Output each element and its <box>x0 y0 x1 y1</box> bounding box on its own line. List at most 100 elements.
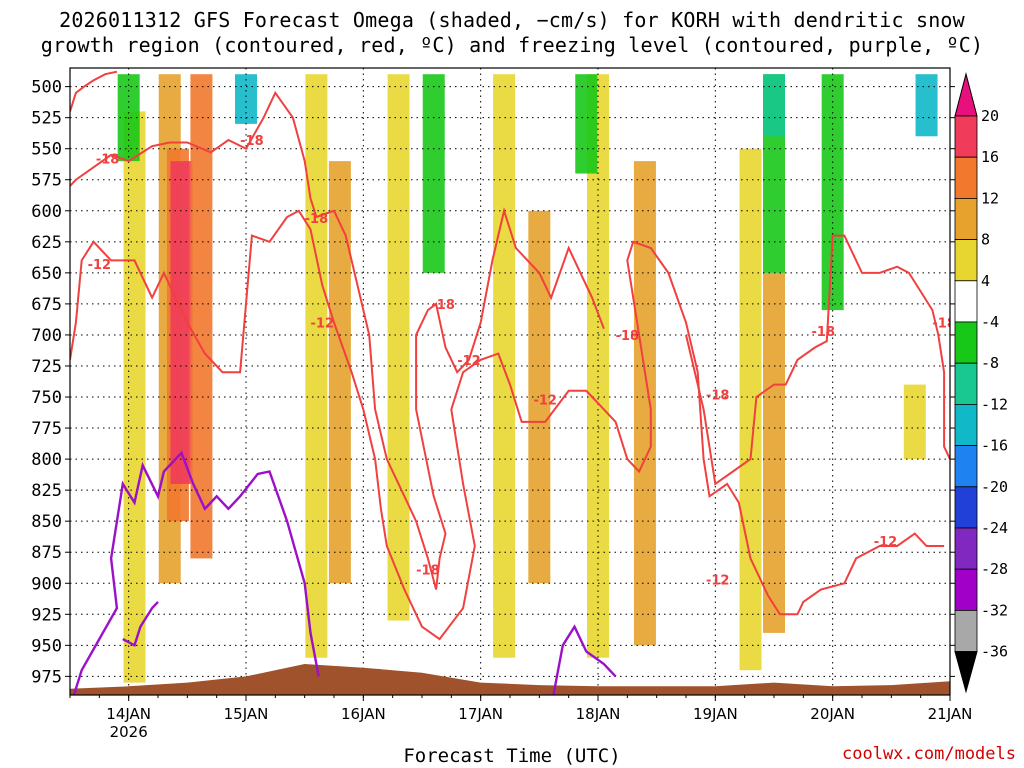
colorbar-bin-7 <box>954 403 978 446</box>
colorbar-bin-10 <box>954 527 978 570</box>
y-tick-label-825: 825 <box>31 481 62 501</box>
freezing-contour-1 <box>122 601 159 648</box>
colorbar-label-4: 4 <box>981 272 990 290</box>
colorbar-bin-4 <box>954 280 978 323</box>
omega-shade-17 <box>422 74 445 273</box>
omega-shade-7 <box>387 74 410 621</box>
chart-title-line-2: growth region (contoured, red, ºC) and f… <box>40 33 984 57</box>
colorbar-bin-8 <box>954 445 978 488</box>
x-tick-label-21JAN: 21JAN <box>928 705 973 723</box>
colorbar-bin-12 <box>954 610 978 653</box>
colorbar-bin-11 <box>954 568 978 611</box>
colorbar-bin-0 <box>954 115 978 158</box>
red-contour-3 <box>685 234 950 486</box>
x-tick-label-15JAN: 15JAN <box>224 705 269 723</box>
colorbar-label--28: -28 <box>981 560 1008 578</box>
omega-shading <box>117 74 938 683</box>
x-tick-label-14JAN: 14JAN <box>106 705 151 723</box>
y-tick-label-750: 750 <box>31 388 62 408</box>
colorbar-label-16: 16 <box>981 148 999 166</box>
y-tick-label-650: 650 <box>31 264 62 284</box>
colorbar-bin-9 <box>954 486 978 529</box>
x-tick-label-19JAN: 19JAN <box>693 705 738 723</box>
omega-shade-12 <box>739 148 762 671</box>
red-contour-label-11: -12 <box>706 574 730 589</box>
terrain-fill <box>70 664 950 695</box>
omega-shade-21 <box>821 74 844 311</box>
colorbar-label--12: -12 <box>981 395 1008 413</box>
omega-shade-11 <box>633 161 656 646</box>
freezing-level-purple-contours <box>72 450 617 695</box>
dgz-red-contours: -18 -12 -18 -18 -12 -18 -12 -12 -18 -18 -18 -12 -18 -… <box>70 70 950 641</box>
y-tick-label-900: 900 <box>31 574 62 594</box>
colorbar-label--32: -32 <box>981 601 1008 619</box>
colorbar-bottom-arrow <box>954 651 978 694</box>
colorbar-label--20: -20 <box>981 478 1008 496</box>
colorbar-bin-1 <box>954 156 978 199</box>
omega-shade-8 <box>493 74 516 658</box>
y-tick-label-675: 675 <box>31 295 62 315</box>
surface-terrain <box>70 664 950 695</box>
omega-shade-3 <box>170 161 193 484</box>
red-contour-label-4: -12 <box>311 317 335 332</box>
red-contour-label-7: -12 <box>533 394 557 409</box>
colorbar: 20 16 12 8 4 -4 -8 -12 -16 -20 -24 -28 -32 -36 <box>954 72 1008 694</box>
freezing-contour-2 <box>552 624 617 695</box>
red-contour-label-13: -12 <box>874 535 898 550</box>
credit-text: coolwx.com/models <box>842 744 1016 764</box>
chart-title-line-1: 2026011312 GFS Forecast Omega (shaded, −… <box>59 8 965 32</box>
omega-shade-0 <box>123 111 146 683</box>
red-contour-label-6: -12 <box>457 354 481 369</box>
x-tick-label-16JAN: 16JAN <box>341 705 386 723</box>
red-contour-0 <box>70 70 118 112</box>
freezing-contour-0 <box>72 450 320 695</box>
y-tick-label-875: 875 <box>31 543 62 563</box>
colorbar-label--4: -4 <box>981 313 999 331</box>
red-contour-label-0: -18 <box>96 153 120 168</box>
colorbar-bin-2 <box>954 197 978 240</box>
y-tick-label-925: 925 <box>31 605 62 625</box>
colorbar-bin-5 <box>954 321 978 364</box>
colorbar-label--8: -8 <box>981 354 999 372</box>
y-tick-label-800: 800 <box>31 450 62 470</box>
colorbar-label--36: -36 <box>981 643 1008 661</box>
y-tick-label-975: 975 <box>31 667 62 687</box>
y-tick-label-525: 525 <box>31 109 62 129</box>
x-tick-label-18JAN: 18JAN <box>576 705 621 723</box>
y-tick-label-550: 550 <box>31 140 62 160</box>
red-contour-label-1: -12 <box>88 258 112 273</box>
omega-shade-16 <box>235 74 257 124</box>
red-contour-label-10: -18 <box>706 389 730 404</box>
y-tick-label-850: 850 <box>31 512 62 532</box>
y-tick-label-775: 775 <box>31 419 62 439</box>
x-tick-sublabel-year: 2026 <box>110 723 148 741</box>
colorbar-label-8: 8 <box>981 231 990 249</box>
colorbar-label-20: 20 <box>981 107 999 125</box>
colorbar-top-arrow <box>954 72 978 117</box>
omega-shade-6 <box>328 161 351 584</box>
red-contour-label-2: -18 <box>240 134 264 149</box>
omega-shade-22 <box>915 74 938 137</box>
y-tick-label-625: 625 <box>31 233 62 253</box>
colorbar-bin-6 <box>954 362 978 405</box>
y-tick-label-575: 575 <box>31 171 62 191</box>
omega-shade-9 <box>528 210 551 584</box>
red-contour-label-12: -18 <box>812 325 836 340</box>
omega-shade-4 <box>190 74 213 559</box>
red-contour-label-9: -18 <box>616 329 640 344</box>
x-tick-label-17JAN: 17JAN <box>458 705 503 723</box>
y-tick-label-700: 700 <box>31 326 62 346</box>
colorbar-label--16: -16 <box>981 437 1008 455</box>
y-tick-label-725: 725 <box>31 357 62 377</box>
omega-shade-13 <box>763 272 785 633</box>
x-tick-label-20JAN: 20JAN <box>810 705 855 723</box>
omega-shade-18 <box>575 74 598 174</box>
colorbar-label--24: -24 <box>981 519 1008 537</box>
red-contour-label-8: -18 <box>416 564 440 579</box>
red-contour-label-5: -18 <box>431 298 455 313</box>
pressure-axis: 500 525 550 575 600 625 650 675 700 725 750 775 800 8… <box>31 78 955 687</box>
y-tick-label-950: 950 <box>31 636 62 656</box>
omega-shade-20 <box>763 74 785 137</box>
y-tick-label-500: 500 <box>31 78 62 98</box>
